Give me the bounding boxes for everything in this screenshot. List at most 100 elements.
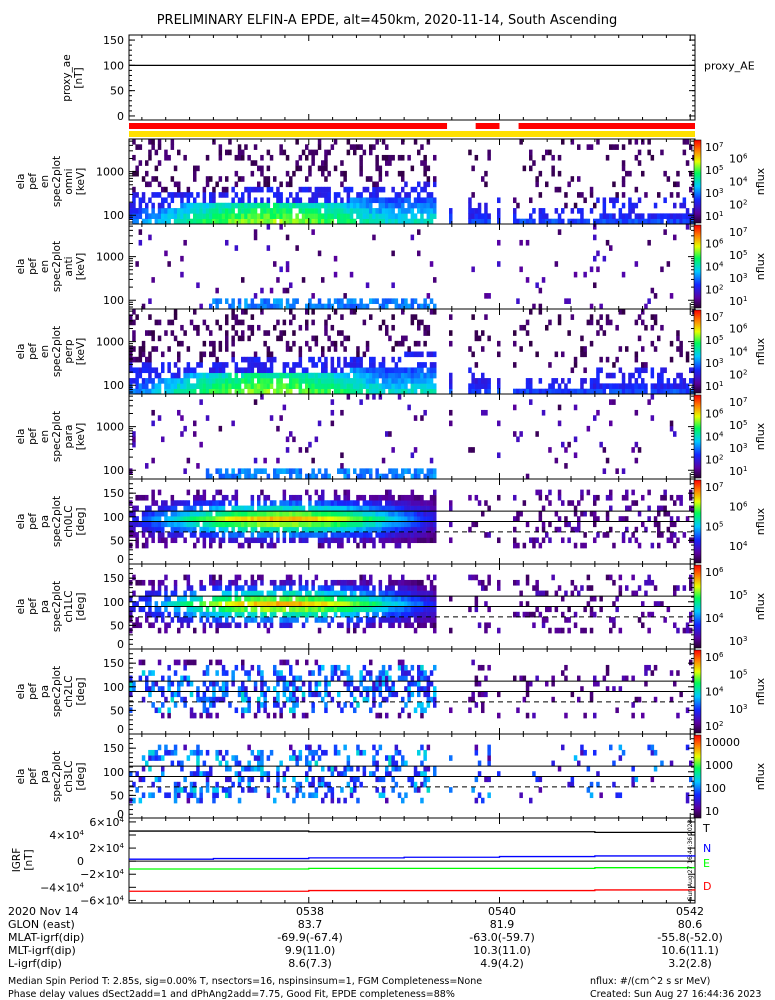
spectrogram-cell (669, 532, 674, 538)
spectrogram-cell (231, 309, 235, 315)
spectrogram-cell (570, 590, 575, 597)
spectrogram-cell (170, 139, 175, 145)
spectrogram-cell (417, 218, 421, 225)
spectrogram-cell (580, 388, 584, 395)
spectrogram-cell (177, 192, 181, 198)
spectrogram-cell (250, 202, 255, 209)
spectrogram-cell (285, 181, 290, 188)
spectrogram-cell (356, 617, 360, 623)
spectrogram-cell (429, 468, 434, 474)
spectrogram-cell (151, 702, 155, 708)
spectrogram-cell (324, 585, 328, 591)
spectrogram-cell (241, 372, 245, 379)
spectrogram-cell (183, 154, 187, 161)
spectrogram-cell (385, 510, 389, 517)
spectrogram-cell (273, 712, 277, 719)
spectrogram-cell (628, 537, 632, 544)
spectrogram-cell (148, 516, 152, 522)
spectrogram-cell (266, 176, 271, 182)
spectrogram-cell (132, 680, 136, 687)
spectrogram-cell (410, 595, 415, 602)
spectrogram-cell (199, 611, 203, 618)
spectrogram-cell (484, 202, 488, 209)
spectrogram-cell (369, 378, 373, 384)
spectrogram-cell (311, 229, 315, 235)
spectrogram-cell (314, 617, 319, 623)
spectrogram-cell (173, 218, 178, 225)
spectrogram-cell (209, 601, 213, 607)
spectrogram-cell (289, 218, 293, 225)
spectrogram-cell (423, 590, 427, 597)
spectrogram-cell (484, 601, 488, 607)
spectrogram-cell (468, 606, 472, 613)
spectrogram-cell (247, 617, 251, 623)
spectrogram-cell (423, 383, 427, 389)
spectrogram-cell (423, 537, 427, 544)
spectrogram-cell (423, 165, 427, 172)
spectrogram-cell (385, 595, 389, 602)
spectrogram-cell (129, 521, 133, 528)
spectrogram-cell (183, 378, 187, 384)
spectrogram-cell (218, 585, 223, 591)
spectrogram-cell (231, 186, 235, 193)
spectrogram-cell (381, 197, 386, 204)
spectrogram-cell (135, 537, 139, 544)
y-axis-label: ela (15, 259, 27, 275)
spectrogram-cell (225, 585, 229, 591)
spectrogram-cell (298, 165, 303, 172)
spectrogram-cell (650, 394, 655, 400)
spectrogram-cell (557, 314, 562, 320)
spectrogram-cell (311, 213, 315, 219)
spectrogram-cell (285, 202, 290, 209)
spectrogram-cell (433, 627, 437, 634)
y-axis-label: ela (15, 174, 27, 190)
spectrogram-cell (151, 489, 155, 496)
spectrogram-cell (250, 585, 255, 591)
spectrogram-cell (631, 208, 635, 214)
spectrogram-cell (423, 160, 427, 166)
spectrogram-cell (391, 213, 395, 219)
spectrogram-cell (308, 372, 312, 379)
spectrogram-cell (317, 516, 322, 522)
spectrogram-cell (260, 510, 264, 517)
spectrogram-cell (397, 526, 402, 533)
spectrogram-cell (343, 585, 347, 591)
spectrogram-cell (266, 181, 271, 188)
spectrogram-cell (321, 606, 325, 613)
spectrogram-cell (657, 542, 661, 549)
spectrogram-cell (285, 526, 290, 533)
spectrogram-cell (314, 197, 319, 204)
spectrogram-cell (650, 218, 655, 225)
spectrogram-cell (417, 340, 421, 347)
spectrogram-cell (314, 516, 319, 522)
spectrogram-cell (317, 202, 322, 209)
spectrogram-cell (362, 579, 367, 586)
spectrogram-cell (362, 351, 367, 358)
spectrogram-cell (529, 149, 533, 156)
spectrogram-cell (484, 532, 488, 538)
spectrogram-cell (666, 526, 671, 533)
spectrogram-cell (388, 579, 392, 586)
spectrogram-cell (183, 372, 187, 379)
spectrogram-cell (324, 526, 328, 533)
spectrogram-cell (314, 340, 319, 347)
spectrogram-cell (365, 202, 370, 209)
spectrogram-cell (602, 447, 607, 453)
spectrogram-cell (679, 202, 683, 209)
spectrogram-cell (196, 516, 200, 522)
spectrogram-cell (276, 537, 280, 544)
colorbar-tick-label: 104 (729, 346, 748, 359)
spectrogram-cell (625, 170, 629, 177)
spectrogram-cell (273, 601, 277, 607)
spectrogram-cell (132, 202, 136, 209)
colorbar-tick-label: 103 (729, 442, 747, 455)
spectrogram-cell (538, 489, 543, 496)
spectrogram-cell (324, 202, 328, 209)
spectrogram-cell (289, 532, 293, 538)
spectrogram-cell (388, 154, 392, 161)
spectrogram-cell (641, 367, 645, 374)
spectrogram-cell (234, 388, 239, 395)
spectrogram-cell (225, 319, 229, 326)
spectrogram-cell (221, 521, 226, 528)
spectrogram-cell (589, 340, 594, 347)
